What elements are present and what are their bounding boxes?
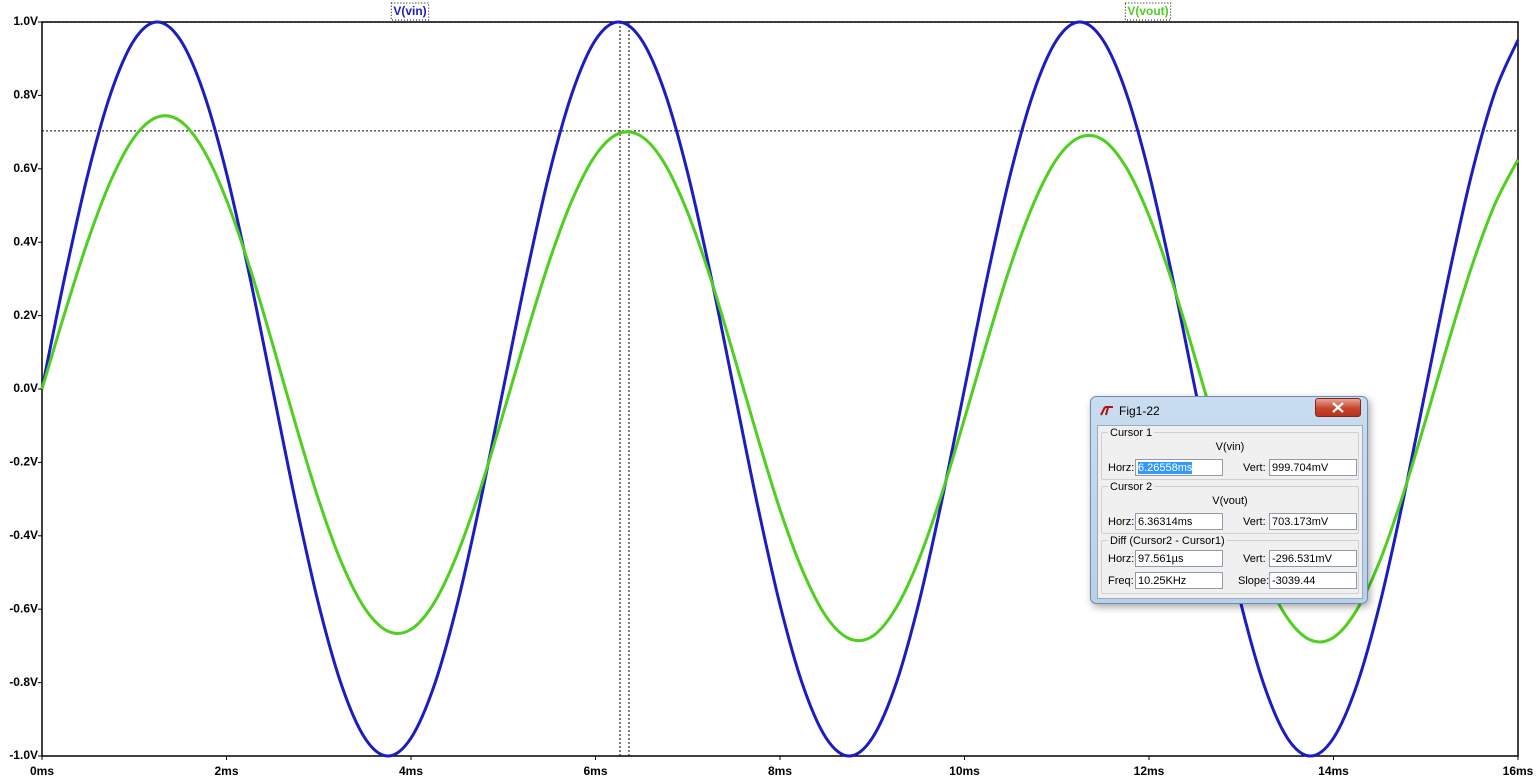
cursor2-group: Cursor 2 V(vout) Horz: 6.36314ms Vert: 7… bbox=[1101, 481, 1359, 534]
field-value[interactable]: 999.704mV bbox=[1269, 459, 1357, 476]
field-label: Vert: bbox=[1243, 553, 1266, 565]
field-label: Horz: bbox=[1108, 462, 1135, 474]
trace-name: V(vin) bbox=[1215, 441, 1245, 453]
x-tick-label: 2ms bbox=[214, 764, 238, 778]
field-value[interactable]: -3039.44 bbox=[1269, 572, 1357, 589]
group-title: Cursor 2 bbox=[1108, 481, 1155, 493]
y-tick-label: -0.2V bbox=[9, 455, 38, 469]
y-tick-label: -0.4V bbox=[9, 528, 38, 542]
x-tick-label: 14ms bbox=[1318, 764, 1349, 778]
field-label: Horz: bbox=[1108, 516, 1135, 528]
series-line bbox=[40, 20, 1520, 758]
field-label: Vert: bbox=[1243, 516, 1266, 528]
plot-frame bbox=[41, 21, 1519, 757]
field-value[interactable]: 703.173mV bbox=[1269, 513, 1357, 530]
y-tick-label: 0.6V bbox=[13, 161, 38, 175]
field-value[interactable]: 10.25KHz bbox=[1135, 572, 1223, 589]
group-title: Diff (Cursor2 - Cursor1) bbox=[1108, 535, 1227, 547]
field-value[interactable]: 6.36314ms bbox=[1135, 513, 1223, 530]
legend-label: V(vin) bbox=[393, 4, 426, 18]
x-tick-label: 4ms bbox=[399, 764, 423, 778]
x-tick-label: 10ms bbox=[949, 764, 980, 778]
group-title: Cursor 1 bbox=[1108, 427, 1155, 439]
selected-text: 6.26558ms bbox=[1138, 462, 1193, 474]
field-label: Horz: bbox=[1108, 553, 1135, 565]
field-value[interactable]: 97.561µs bbox=[1135, 550, 1223, 567]
y-tick-label: 0.2V bbox=[13, 308, 38, 322]
field-label: Vert: bbox=[1243, 462, 1266, 474]
legend-label: V(vout) bbox=[1127, 4, 1168, 18]
app-icon bbox=[1100, 406, 1113, 416]
y-tick-label: 0.0V bbox=[13, 381, 38, 395]
trace-name: V(vout) bbox=[1212, 495, 1248, 507]
x-tick-label: 16ms bbox=[1503, 764, 1534, 778]
y-tick-label: 1.0V bbox=[13, 14, 38, 28]
field-value[interactable]: -296.531mV bbox=[1269, 550, 1357, 567]
close-button[interactable] bbox=[1315, 398, 1361, 417]
cursor-dialog: Fig1-22 Cursor 1 V(vin) Horz: 6.26558ms … bbox=[1090, 396, 1368, 604]
y-tick-label: -0.8V bbox=[9, 675, 38, 689]
x-tick-label: 0ms bbox=[30, 764, 54, 778]
close-icon bbox=[1332, 402, 1344, 413]
y-tick-label: -1.0V bbox=[9, 748, 38, 762]
y-tick-label: -0.6V bbox=[9, 601, 38, 615]
dialog-title: Fig1-22 bbox=[1119, 404, 1160, 418]
x-tick-label: 6ms bbox=[583, 764, 607, 778]
legend-box bbox=[390, 2, 430, 21]
legend-box bbox=[1124, 2, 1172, 21]
field-label: Slope: bbox=[1238, 575, 1270, 587]
cursor1-group: Cursor 1 V(vin) Horz: 6.26558ms Vert: 99… bbox=[1101, 427, 1359, 480]
diff-group: Diff (Cursor2 - Cursor1) Horz: 97.561µs … bbox=[1101, 535, 1359, 594]
dialog-body: Cursor 1 V(vin) Horz: 6.26558ms Vert: 99… bbox=[1097, 425, 1363, 599]
y-tick-label: 0.4V bbox=[13, 234, 38, 248]
x-tick-label: 12ms bbox=[1134, 764, 1165, 778]
x-tick-label: 8ms bbox=[768, 764, 792, 778]
y-tick-label: 0.8V bbox=[13, 88, 38, 102]
field-label: Freq: bbox=[1108, 575, 1134, 587]
field-value[interactable]: 6.26558ms bbox=[1135, 459, 1223, 476]
